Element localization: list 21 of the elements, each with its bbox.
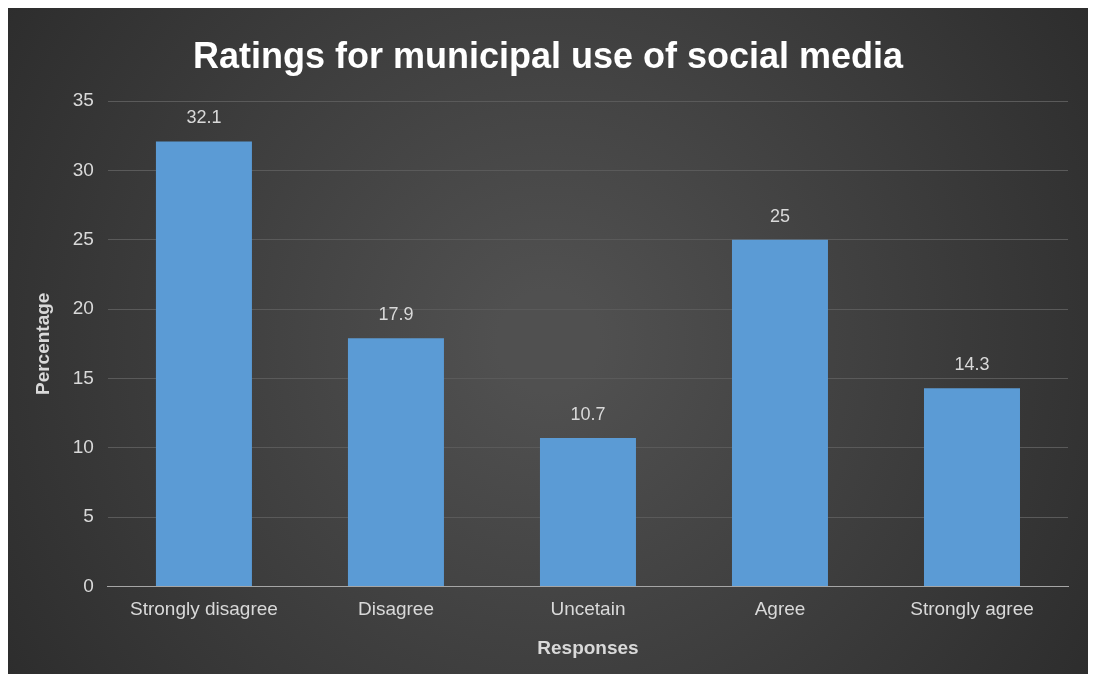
y-tick-label: 15 bbox=[72, 366, 94, 388]
y-tick-label: 0 bbox=[83, 574, 94, 596]
y-tick-label: 20 bbox=[72, 297, 94, 319]
y-tick-label: 10 bbox=[72, 436, 94, 458]
data-label: 14.3 bbox=[954, 354, 990, 375]
x-tick-label: Disagree bbox=[357, 598, 434, 620]
y-tick-label: 30 bbox=[72, 158, 94, 180]
chart-title: Ratings for municipal use of social media bbox=[192, 34, 905, 76]
data-label: 10.7 bbox=[570, 404, 606, 425]
y-tick-label: 25 bbox=[72, 228, 94, 250]
data-label: 17.9 bbox=[378, 304, 414, 325]
y-tick-label: 5 bbox=[83, 505, 94, 527]
data-label: 25 bbox=[769, 205, 790, 226]
x-tick-label: Uncetain bbox=[550, 598, 626, 620]
x-axis-title: Responses bbox=[537, 636, 639, 658]
x-tick-label: Strongly agree bbox=[910, 598, 1034, 620]
x-tick-label: Agree bbox=[754, 598, 806, 620]
data-label: 32.1 bbox=[186, 107, 222, 128]
x-tick-label: Strongly disagree bbox=[130, 598, 278, 620]
y-axis-title: Percentage bbox=[31, 292, 53, 396]
y-tick-label: 35 bbox=[72, 89, 94, 111]
